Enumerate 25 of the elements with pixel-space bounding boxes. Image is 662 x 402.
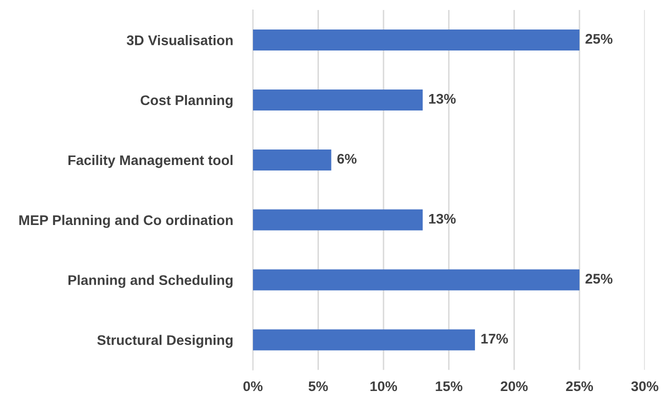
x-tick-label: 25% xyxy=(566,381,594,392)
y-tick-label: Cost Planning xyxy=(140,94,233,108)
bar xyxy=(252,329,475,350)
bar xyxy=(252,149,332,170)
bar xyxy=(252,209,423,230)
x-tick-label: 15% xyxy=(436,381,462,392)
y-tick-label: Structural Designing xyxy=(97,334,233,348)
x-tick-label: 0% xyxy=(243,381,263,392)
y-tick-label: Facility Management tool xyxy=(68,154,232,168)
x-tick-label: 5% xyxy=(308,381,328,392)
data-label: 17% xyxy=(481,334,508,344)
data-label: 6% xyxy=(337,154,357,164)
x-tick-label: 30% xyxy=(631,381,658,392)
x-tick-label: 20% xyxy=(500,381,528,392)
data-label: 25% xyxy=(586,34,612,44)
y-tick-label: Planning and Scheduling xyxy=(68,274,233,288)
data-label: 13% xyxy=(429,214,456,224)
data-label: 25% xyxy=(586,274,612,284)
y-tick-label: 3D Visualisation xyxy=(126,35,233,46)
bar xyxy=(252,269,580,290)
bar xyxy=(252,90,423,110)
bar xyxy=(252,30,580,51)
x-tick-label: 10% xyxy=(370,381,398,392)
y-tick-label: MEP Planning and Co ordination xyxy=(19,214,233,228)
data-label: 13% xyxy=(429,94,456,104)
